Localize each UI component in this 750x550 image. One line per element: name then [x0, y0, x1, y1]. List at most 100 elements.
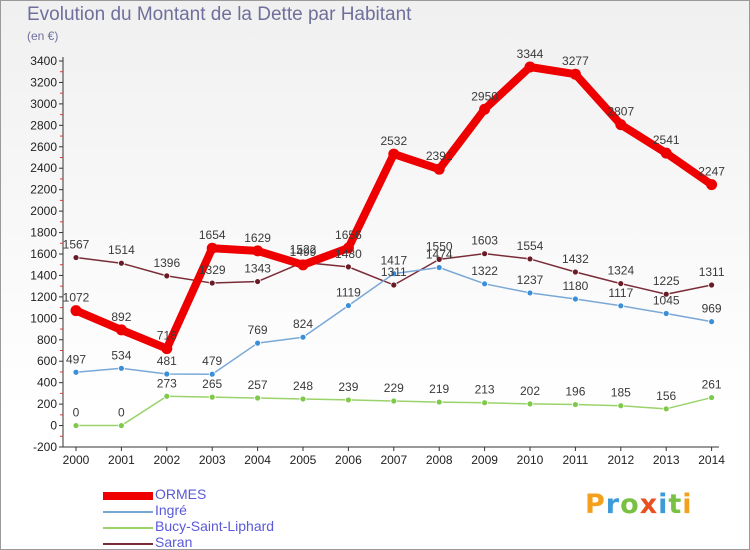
data-point	[208, 370, 216, 378]
data-label: 257	[248, 378, 268, 392]
data-point	[72, 254, 80, 261]
y-tick-label: 1200	[30, 290, 57, 304]
data-point	[161, 343, 173, 355]
y-tick-label: 1600	[30, 247, 57, 261]
data-point	[617, 280, 625, 287]
data-point	[390, 281, 398, 289]
data-label: 1343	[244, 262, 271, 276]
data-label: 1480	[335, 247, 362, 261]
logo-letter: i	[658, 489, 669, 520]
data-point	[206, 242, 218, 254]
data-label: 1119	[336, 286, 361, 300]
data-label: 718	[157, 329, 177, 343]
x-tick-label: 2004	[244, 453, 271, 467]
data-point	[524, 61, 536, 73]
data-point	[254, 394, 262, 402]
data-point	[299, 395, 307, 403]
data-point	[208, 279, 216, 287]
data-label: 1432	[562, 252, 589, 266]
data-point	[390, 397, 398, 405]
legend-swatch	[103, 527, 153, 529]
data-label: 1311	[699, 265, 725, 279]
data-label: 1656	[335, 228, 362, 242]
data-point	[572, 295, 579, 303]
data-point	[342, 242, 354, 254]
data-label: 156	[656, 389, 676, 403]
data-point	[254, 278, 262, 285]
data-point	[344, 302, 352, 309]
legend-swatch	[103, 492, 153, 500]
data-label: 1396	[153, 256, 180, 270]
data-label: 1045	[653, 294, 680, 308]
data-label: 1180	[562, 279, 588, 293]
data-point	[163, 370, 171, 378]
data-point	[435, 255, 443, 263]
data-point	[118, 259, 125, 267]
data-label: 497	[66, 352, 86, 366]
data-label: 1225	[653, 274, 680, 288]
data-point	[390, 270, 398, 278]
y-tick-label: 2000	[30, 204, 57, 218]
data-label: 2950	[471, 89, 498, 103]
data-point	[208, 393, 216, 401]
data-label: 185	[611, 386, 631, 400]
data-label: 1654	[199, 228, 226, 242]
data-point	[526, 255, 534, 263]
data-point	[252, 245, 264, 257]
x-tick-label: 2013	[653, 453, 680, 467]
data-label: 969	[702, 302, 722, 316]
x-tick-label: 2009	[471, 453, 498, 467]
data-label: 265	[202, 377, 222, 391]
data-point	[572, 268, 579, 276]
y-tick-label: 200	[37, 397, 57, 411]
data-label: 1322	[471, 264, 498, 278]
data-label: 892	[111, 310, 131, 324]
data-label: 202	[520, 384, 540, 398]
data-label: 273	[157, 376, 177, 390]
data-point	[72, 368, 80, 376]
data-label: 1550	[426, 239, 453, 253]
data-label: 0	[73, 406, 80, 420]
y-tick-label: 600	[37, 354, 57, 368]
legend-label: Ingré	[155, 502, 187, 518]
data-point	[481, 399, 489, 407]
x-tick-label: 2014	[698, 453, 725, 467]
data-point	[163, 272, 171, 280]
data-label: 479	[202, 354, 222, 368]
legend-label: Bucy-Saint-Liphard	[155, 518, 275, 534]
legend-swatch	[103, 543, 153, 545]
y-tick-label: 2600	[30, 140, 57, 154]
x-tick-label: 2003	[199, 453, 226, 467]
data-label: 213	[475, 383, 495, 397]
data-label: 1417	[380, 254, 407, 268]
y-tick-label: 800	[37, 333, 57, 347]
data-label: 3344	[517, 47, 544, 61]
x-tick-label: 2005	[290, 453, 317, 467]
legend-item-ormes: ORMES	[103, 486, 363, 503]
x-tick-label: 2001	[108, 453, 135, 467]
data-label: 1237	[517, 273, 544, 287]
logo-letter: P	[585, 489, 606, 520]
data-label: 769	[248, 323, 268, 337]
x-tick-label: 2010	[517, 453, 544, 467]
data-point	[254, 339, 262, 347]
data-point	[660, 147, 672, 159]
legend-item-bucy-saint-liphard: Bucy-Saint-Liphard	[103, 518, 363, 535]
data-point	[344, 396, 352, 404]
x-tick-label: 2007	[380, 453, 407, 467]
data-point	[435, 264, 443, 271]
y-tick-label: 2800	[30, 118, 57, 132]
data-point	[115, 324, 127, 336]
data-label: 1324	[607, 264, 634, 278]
chart-title: Evolution du Montant de la Dette par Hab…	[27, 4, 412, 25]
y-tick-label: 1000	[30, 311, 57, 325]
data-label: 229	[384, 381, 404, 395]
data-point	[72, 422, 80, 429]
data-label: 1329	[199, 263, 226, 277]
data-label: 1567	[63, 238, 90, 252]
data-label: 248	[293, 379, 313, 393]
data-point	[163, 392, 171, 400]
data-point	[299, 333, 307, 341]
data-point	[662, 405, 670, 413]
